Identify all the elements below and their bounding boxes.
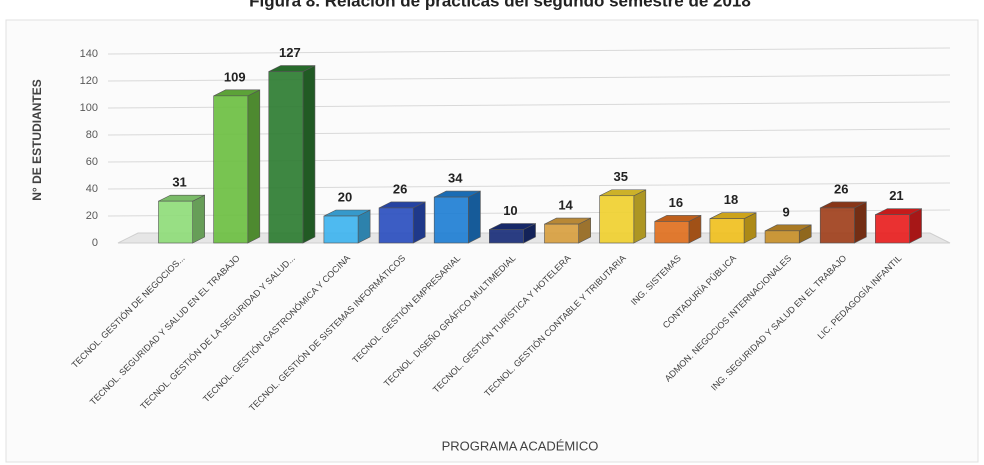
- bar: [158, 194, 205, 244]
- bar: [875, 208, 922, 244]
- bar: [654, 214, 702, 244]
- data-label: 31: [172, 175, 186, 190]
- data-label: 9: [783, 204, 790, 219]
- y-tick-label: 0: [92, 237, 98, 249]
- data-label: 109: [224, 69, 246, 84]
- bar: [268, 65, 316, 244]
- bar: [323, 209, 371, 244]
- bar-front: [599, 195, 635, 244]
- data-label: 16: [669, 195, 683, 210]
- y-tick-label: 100: [80, 102, 98, 114]
- bar-front: [158, 200, 193, 244]
- y-tick-label: 120: [80, 75, 98, 87]
- bar-front: [654, 221, 690, 244]
- grid-line: [107, 74, 951, 82]
- bar-side: [192, 194, 205, 244]
- y-tick-label: 80: [86, 129, 98, 141]
- data-label: 26: [834, 181, 848, 196]
- bar: [378, 201, 426, 244]
- chart-title: Figura 8. Relación de prácticas del segu…: [249, 0, 751, 10]
- data-label: 10: [503, 203, 517, 218]
- bar-front: [489, 229, 524, 244]
- bar-side: [247, 89, 261, 244]
- bar-front: [268, 71, 304, 244]
- data-label: 34: [448, 171, 463, 186]
- bar-front: [433, 196, 469, 244]
- data-label: 20: [338, 189, 352, 204]
- bar-front: [764, 230, 800, 244]
- bar: [213, 89, 261, 244]
- bar: [599, 189, 647, 244]
- grid-line: [107, 47, 951, 55]
- bar-side: [468, 190, 481, 244]
- bar-front: [544, 223, 579, 244]
- y-tick-label: 140: [80, 48, 98, 60]
- data-label: 18: [724, 192, 738, 207]
- data-label: 21: [889, 188, 903, 203]
- bar: [819, 201, 867, 244]
- bar-front: [709, 218, 745, 244]
- bar-front: [213, 95, 249, 244]
- bar-side: [302, 65, 316, 244]
- bar-front: [378, 207, 414, 244]
- bar-side: [854, 201, 867, 244]
- data-label: 26: [393, 181, 407, 196]
- x-axis-title: PROGRAMA ACADÉMICO: [442, 438, 599, 453]
- data-label: 127: [279, 45, 301, 60]
- bar: [489, 223, 536, 244]
- y-axis-title: N° DE ESTUDIANTES: [30, 79, 44, 200]
- bar-front: [819, 207, 855, 244]
- y-tick-label: 60: [86, 156, 98, 168]
- bar: [544, 217, 591, 244]
- bar-side: [412, 201, 426, 244]
- bar: [709, 212, 757, 244]
- y-tick-label: 20: [86, 210, 98, 222]
- bar-side: [633, 189, 647, 244]
- data-label: 35: [613, 169, 627, 184]
- y-tick-label: 40: [86, 183, 98, 195]
- bar: [433, 190, 481, 244]
- data-label: 14: [558, 198, 573, 213]
- bar: [764, 224, 812, 244]
- bar-front: [323, 215, 359, 244]
- bar-front: [875, 214, 910, 244]
